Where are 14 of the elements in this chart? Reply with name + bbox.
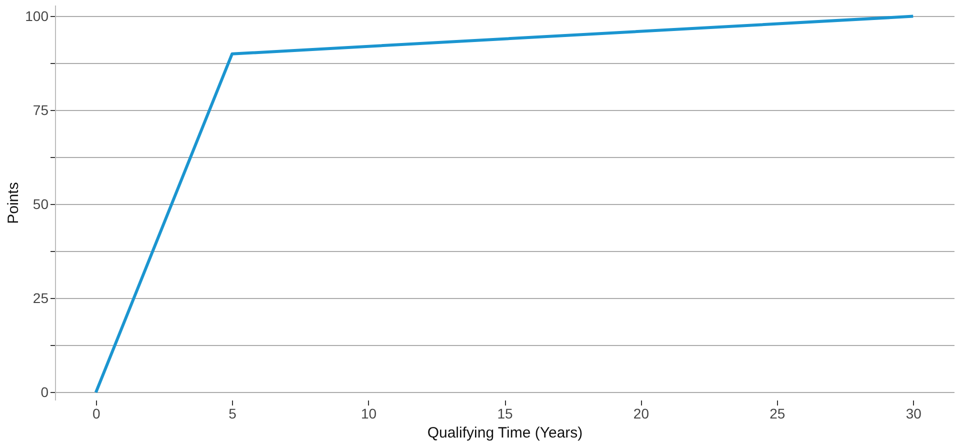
y-axis-title: Points: [5, 182, 22, 224]
x-tick-label: 5: [228, 406, 237, 422]
x-tick-label: 10: [361, 406, 377, 422]
x-tick-label: 30: [906, 406, 922, 422]
y-tick-label: 25: [32, 290, 49, 306]
y-tick-label: 75: [32, 102, 49, 118]
y-tick-label: 0: [40, 384, 49, 400]
x-tick-label: 15: [497, 406, 513, 422]
x-tick-label: 25: [770, 406, 786, 422]
y-tick-label: 50: [32, 196, 49, 212]
y-tick-label: 100: [25, 8, 49, 24]
x-axis-title: Qualifying Time (Years): [427, 424, 583, 442]
x-tick-label: 0: [92, 406, 100, 422]
x-tick-label: 20: [633, 406, 650, 422]
